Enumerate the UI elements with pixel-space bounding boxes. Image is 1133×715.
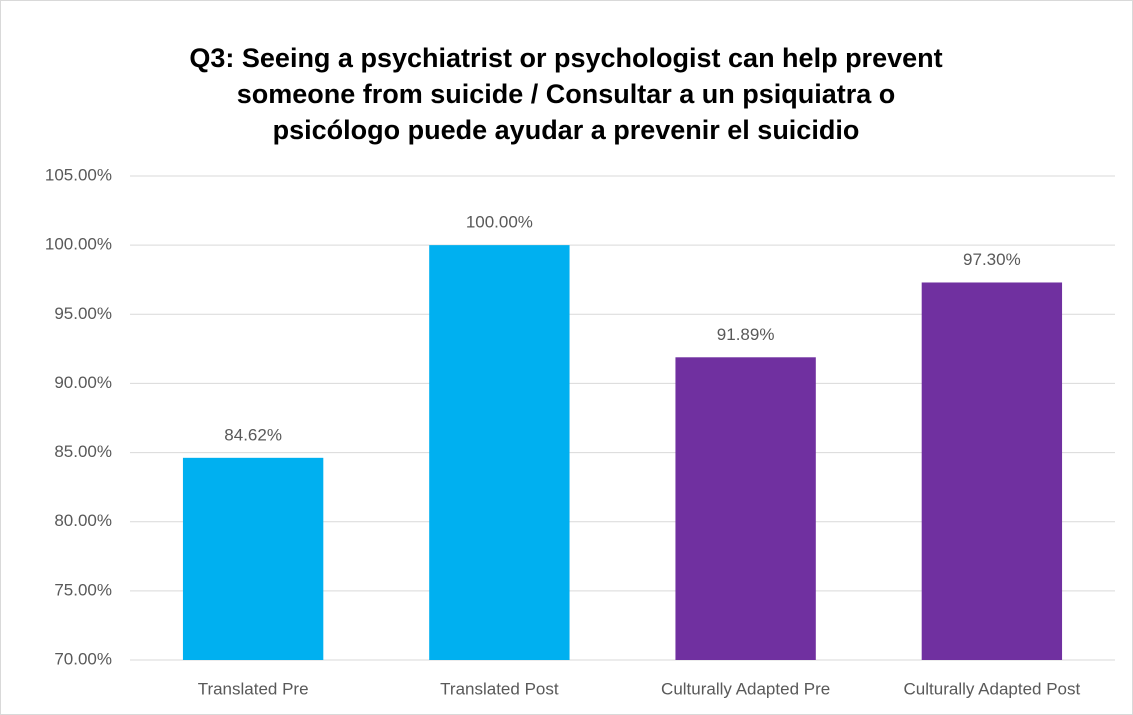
y-tick-label: 75.00% bbox=[54, 580, 112, 599]
x-tick-label: Translated Post bbox=[440, 679, 559, 698]
bar bbox=[921, 282, 1063, 660]
y-tick-label: 80.00% bbox=[54, 511, 112, 530]
x-tick-label: Culturally Adapted Post bbox=[904, 679, 1081, 698]
chart-title: someone from suicide / Consultar a un ps… bbox=[237, 79, 896, 109]
y-tick-label: 70.00% bbox=[54, 649, 112, 668]
y-tick-label: 105.00% bbox=[45, 165, 112, 184]
bar bbox=[675, 357, 816, 660]
data-label: 97.30% bbox=[963, 250, 1021, 269]
data-label: 100.00% bbox=[466, 213, 533, 232]
y-tick-label: 85.00% bbox=[54, 442, 112, 461]
data-label: 91.89% bbox=[717, 325, 775, 344]
bar bbox=[182, 457, 324, 660]
y-tick-label: 90.00% bbox=[54, 373, 112, 392]
y-tick-label: 95.00% bbox=[54, 304, 112, 323]
x-tick-label: Culturally Adapted Pre bbox=[661, 679, 830, 698]
bar bbox=[429, 245, 570, 660]
chart-title: Q3: Seeing a psychiatrist or psychologis… bbox=[189, 43, 942, 73]
y-tick-label: 100.00% bbox=[45, 235, 112, 254]
chart-title: psicólogo puede ayudar a prevenir el sui… bbox=[273, 115, 860, 145]
data-label: 84.62% bbox=[224, 425, 282, 444]
x-tick-label: Translated Pre bbox=[198, 679, 309, 698]
